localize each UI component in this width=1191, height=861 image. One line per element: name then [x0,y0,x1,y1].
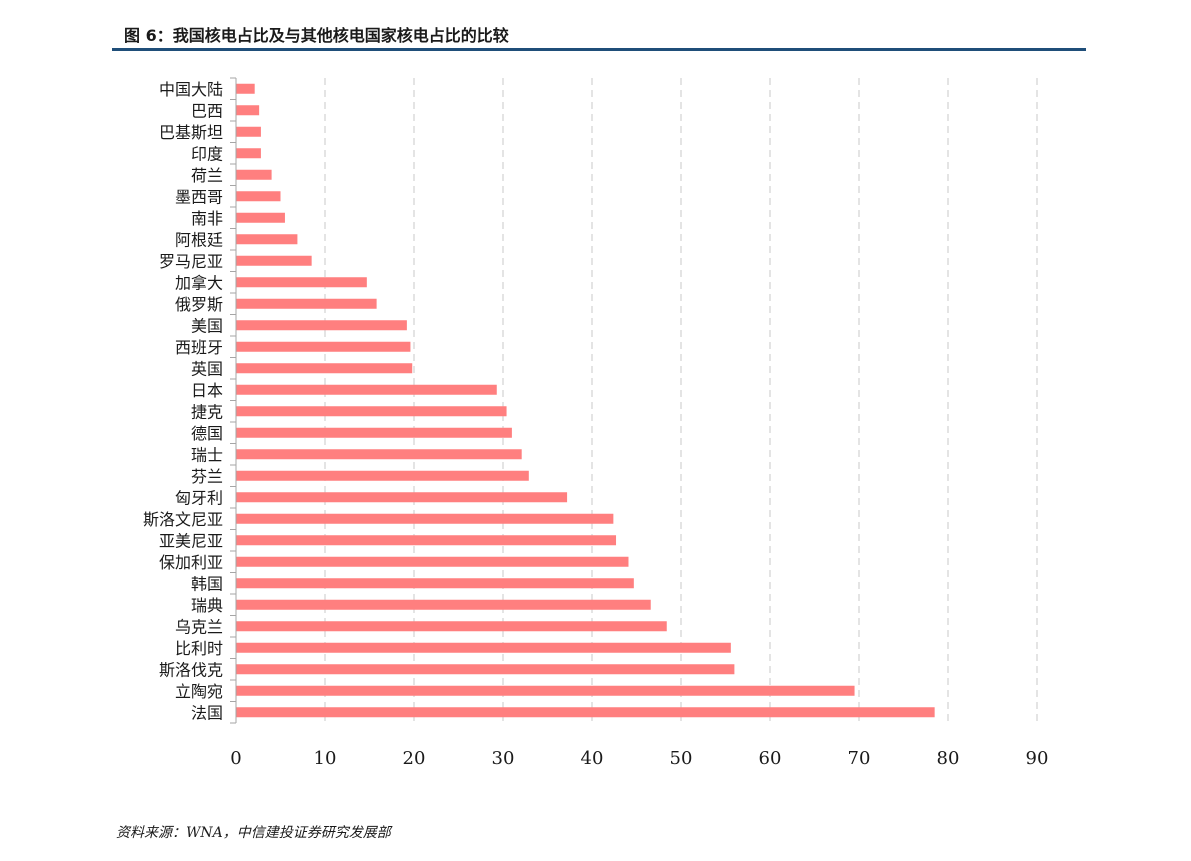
bar [236,406,507,417]
title-rule [112,48,1086,51]
bar [236,642,731,653]
category-label: 墨西哥 [175,187,223,206]
category-label: 印度 [191,144,223,163]
x-tick-label: 10 [314,748,337,769]
bar [236,255,312,266]
category-label: 亚美尼亚 [159,531,223,550]
category-label: 日本 [191,381,223,400]
bar [236,277,367,288]
category-label: 斯洛文尼亚 [143,510,223,529]
x-tick-label: 40 [581,748,604,769]
x-tick-label: 20 [403,748,426,769]
x-tick-label: 90 [1026,748,1049,769]
category-label: 巴西 [191,101,223,120]
bar [236,105,260,116]
bar [236,341,411,352]
x-tick-label: 30 [492,748,515,769]
category-label: 芬兰 [191,467,223,486]
category-label: 阿根廷 [175,230,223,249]
category-label: 荷兰 [191,166,223,185]
bar [236,621,667,632]
bar [236,384,497,395]
category-label: 瑞典 [191,596,223,615]
category-label: 比利时 [175,639,223,658]
bar [236,556,629,567]
bar [236,707,935,718]
bar [236,427,512,438]
bar [236,664,735,675]
x-tick-label: 0 [230,748,241,769]
category-label: 俄罗斯 [175,295,223,314]
category-label: 匈牙利 [175,488,223,507]
category-label: 加拿大 [175,273,223,292]
bar [236,298,377,309]
category-label: 英国 [191,359,223,378]
category-label: 法国 [191,703,223,722]
category-label: 西班牙 [175,338,223,357]
category-label: 美国 [191,316,223,335]
bar [236,320,407,331]
bar [236,126,261,137]
bar [236,148,261,159]
bar [236,191,281,202]
category-label: 保加利亚 [159,553,223,572]
bar [236,513,614,524]
category-label: 乌克兰 [175,617,223,636]
x-tick-label: 80 [937,748,960,769]
bar [236,234,298,245]
bar [236,470,529,481]
category-label: 德国 [191,424,223,443]
source-note: 资料来源：WNA，中信建投证券研究发展部 [116,825,391,841]
bar [236,492,568,503]
bar [236,83,255,94]
category-label: 南非 [191,209,223,228]
figure-title: 图 6：我国核电占比及与其他核电国家核电占比的比较 [124,26,509,45]
bar [236,535,617,546]
bar [236,449,522,460]
x-tick-label: 70 [848,748,871,769]
bar [236,578,634,589]
category-label: 斯洛伐克 [159,660,223,679]
category-label: 瑞士 [191,445,223,464]
category-label: 巴基斯坦 [159,123,223,142]
x-tick-label: 50 [670,748,693,769]
bar [236,212,285,223]
bar [236,599,651,610]
category-label: 立陶宛 [175,682,223,701]
category-label: 罗马尼亚 [159,252,223,271]
category-label: 捷克 [191,402,223,421]
bar [236,685,855,696]
category-label: 韩国 [191,574,223,593]
bar [236,363,413,374]
bar [236,169,272,180]
x-tick-label: 60 [759,748,782,769]
category-label: 中国大陆 [159,80,223,99]
